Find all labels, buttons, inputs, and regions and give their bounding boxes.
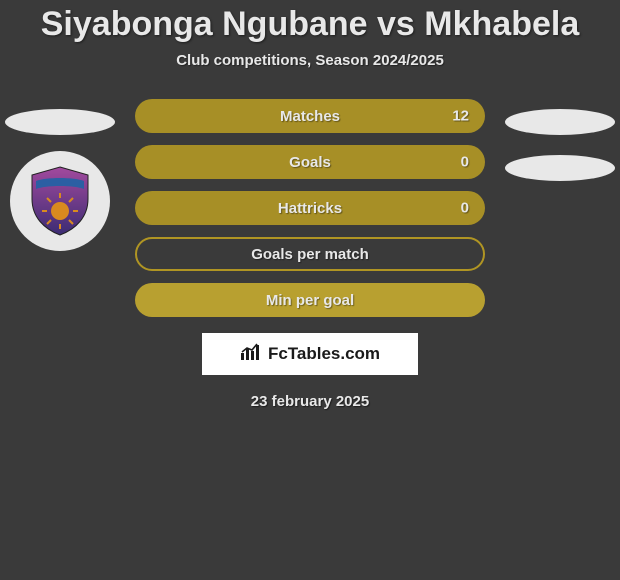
stat-value: 12 [452, 108, 469, 125]
stat-label: Goals per match [251, 246, 369, 263]
stat-bar: Goals per match [135, 237, 485, 271]
fctables-logo: FcTables.com [240, 343, 380, 366]
stat-bar: Goals 0 [135, 145, 485, 179]
left-player-column [5, 99, 115, 251]
stat-bar: Matches 12 [135, 99, 485, 133]
page-title: Siyabonga Ngubane vs Mkhabela [0, 0, 620, 44]
content-row: Matches 12 Goals 0 Hattricks 0 Goals per match… [0, 99, 620, 410]
logo-text: FcTables.com [268, 344, 380, 364]
date-label: 23 february 2025 [0, 393, 620, 410]
subtitle: Club competitions, Season 2024/2025 [0, 52, 620, 69]
right-player-column [505, 99, 615, 191]
team-crest-left [10, 151, 110, 251]
stat-label: Goals [289, 154, 331, 171]
fctables-logo-box: FcTables.com [202, 333, 418, 375]
stat-value: 0 [461, 154, 469, 171]
comparison-card: Siyabonga Ngubane vs Mkhabela Club compe… [0, 0, 620, 580]
stat-bars: Matches 12 Goals 0 Hattricks 0 Goals per match… [135, 99, 485, 317]
right-oval-slot-1 [505, 99, 615, 145]
stat-label: Hattricks [278, 200, 342, 217]
shield-icon [26, 165, 94, 237]
left-oval-slot-1 [5, 99, 115, 145]
stat-bar: Hattricks 0 [135, 191, 485, 225]
stat-bar: Min per goal [135, 283, 485, 317]
stat-label: Min per goal [266, 292, 354, 309]
stat-label: Matches [280, 108, 340, 125]
player-placeholder-oval [505, 155, 615, 181]
player-placeholder-oval [5, 109, 115, 135]
right-oval-slot-2 [505, 145, 615, 191]
bar-chart-icon [240, 343, 262, 366]
player-placeholder-oval [505, 109, 615, 135]
stat-value: 0 [461, 200, 469, 217]
